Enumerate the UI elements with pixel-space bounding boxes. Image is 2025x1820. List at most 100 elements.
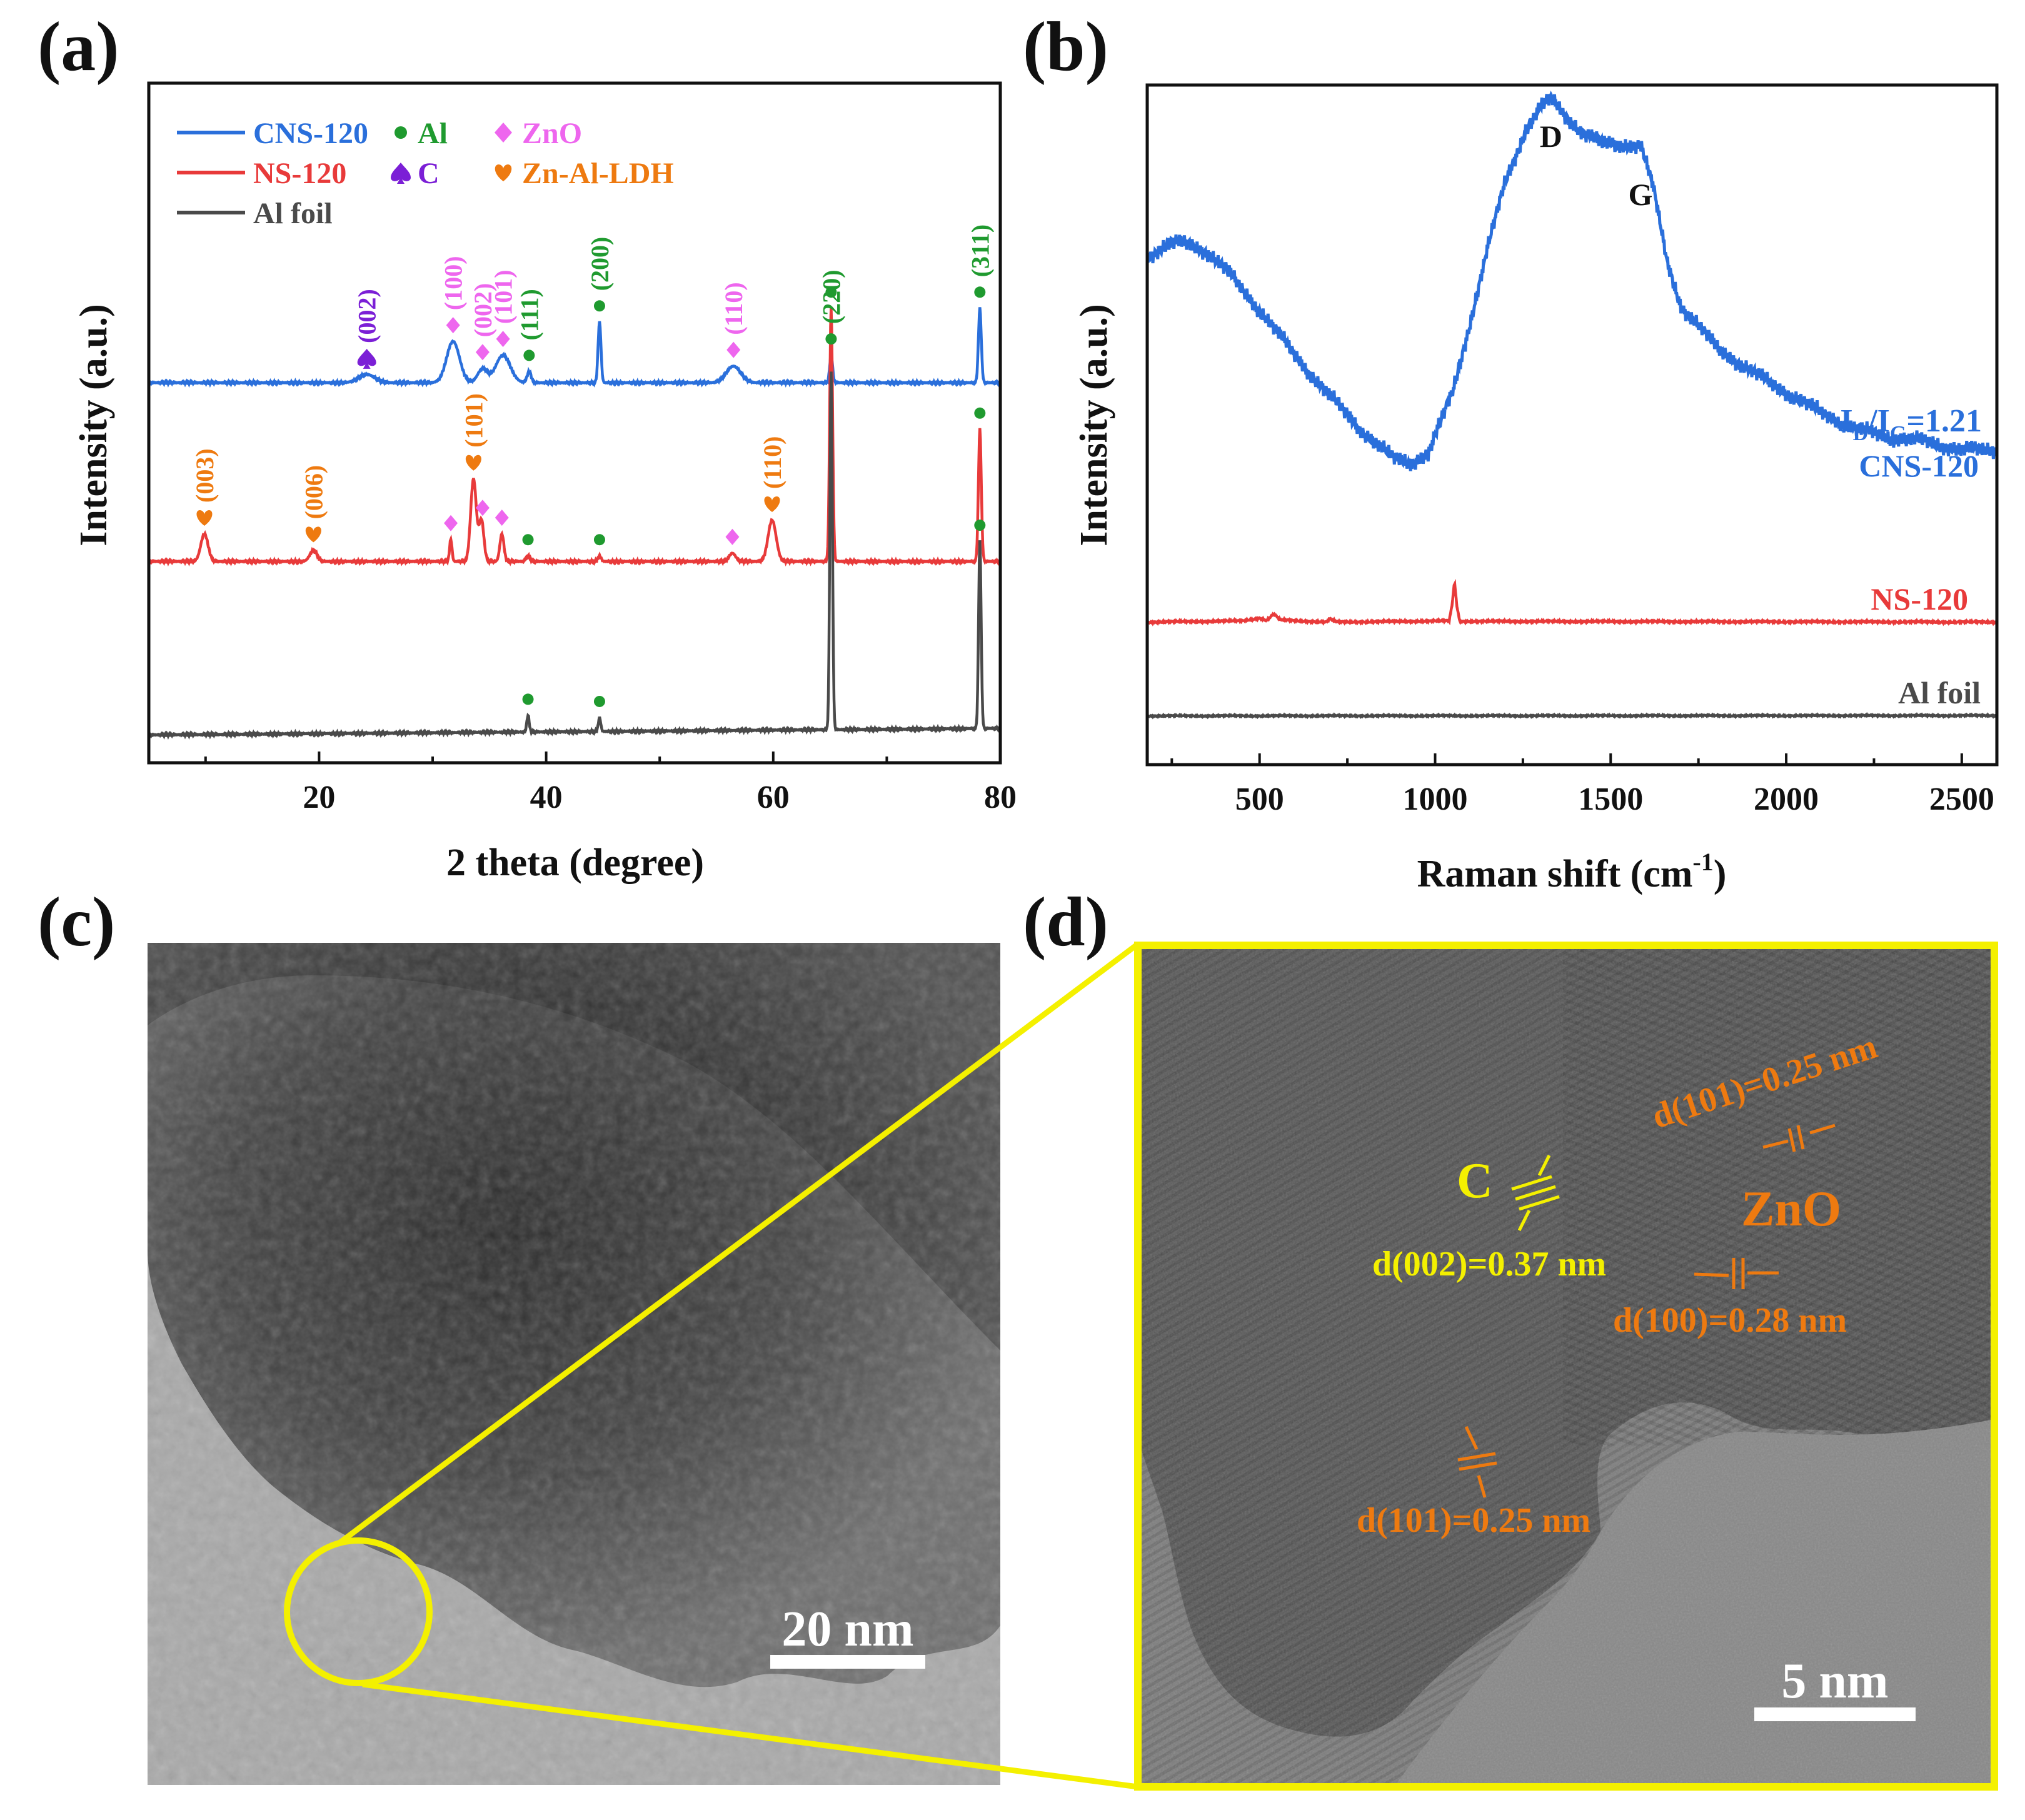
tem-d-frame <box>1134 942 1998 1791</box>
xrd-peak-label-cns-8: (311) <box>966 224 994 277</box>
xrd-x-tick-label-20: 20 <box>303 780 335 815</box>
raman-axes-frame <box>1145 83 1999 767</box>
xrd-peak-marker-cns-1 <box>446 317 460 334</box>
zoom-connector-bottom <box>362 1681 1138 1790</box>
xrd-series-al_foil <box>149 371 1000 740</box>
xrd-peak-label-ns-18: (110) <box>758 436 786 489</box>
xrd-peak-marker-cns-2 <box>475 344 490 361</box>
legend-c-spade-icon <box>391 163 411 184</box>
xrd-peak-marker-ns-17 <box>725 528 740 545</box>
xrd-peak-label-cns-6: (110) <box>720 282 748 334</box>
xrd-peak-marker-cns-0 <box>357 348 376 369</box>
xrd-peak-marker-ns-11 <box>444 515 458 531</box>
legend-label-cns: CNS-120 <box>253 117 368 150</box>
tem-d-texture <box>1138 945 1994 1787</box>
xrd-peak-marker-al_foil-23 <box>974 520 986 531</box>
tem-d-phase-c: C <box>1457 1154 1493 1209</box>
raman-g-band-label: G <box>1629 177 1653 212</box>
tem-c-zoom-circle <box>284 1537 433 1686</box>
panel-label-a: (a) <box>38 8 119 86</box>
xrd-series-ns <box>149 308 1000 567</box>
xrd-peak-marker-cns-8 <box>974 286 986 298</box>
raman-series-cns <box>1147 90 1997 471</box>
xrd-y-axis-label: Intensity (a.u.) <box>73 304 115 546</box>
tem-d-scale-label: 5 nm <box>1781 1654 1888 1709</box>
tem-d-zno100-marker <box>1694 1258 1779 1289</box>
legend-ldh-heart-icon <box>495 164 512 181</box>
xrd-peak-marker-ns-13 <box>475 500 490 516</box>
xrd-peak-label-cns-4: (111) <box>515 289 543 340</box>
xrd-peak-label-ns-12: (101) <box>460 393 488 448</box>
xrd-peak-marker-ns-15 <box>522 534 534 546</box>
legend-al-dot-icon <box>394 126 407 139</box>
xrd-peak-marker-cns-4 <box>523 349 535 361</box>
panel-label-b: (b) <box>1023 8 1108 86</box>
raman-d-band-label: D <box>1540 119 1562 154</box>
xrd-peak-label-cns-2: (002) <box>469 283 497 338</box>
raman-y-axis-label: Intensity (a.u.) <box>1073 304 1115 546</box>
xrd-peak-marker-cns-3 <box>496 331 510 348</box>
xrd-peak-label-ns-9: (003) <box>191 448 219 503</box>
legend-label-ldh: Zn-Al-LDH <box>522 157 674 190</box>
xrd-chart: (002)(100)(002)(101)(111)(200)(110)(220)… <box>73 81 1017 884</box>
xrd-peak-marker-ns-16 <box>593 534 605 546</box>
xrd-series-cns <box>149 307 1000 388</box>
xrd-axes-frame <box>147 81 1002 765</box>
tem-d-c002-spacing: d(002)=0.37 nm <box>1372 1245 1606 1284</box>
tem-image-d: C d(002)=0.37 nm ZnO d(101)=0.25 nm d(10… <box>1134 942 1998 1791</box>
raman-label-ns: NS-120 <box>1871 581 1968 616</box>
xrd-peak-marker-al_foil-21 <box>522 693 534 705</box>
tem-d-zno100-spacing: d(100)=0.28 nm <box>1613 1301 1847 1340</box>
xrd-peak-label-cns-3: (101) <box>490 269 518 324</box>
xrd-x-axis-label: 2 theta (degree) <box>446 842 704 884</box>
tem-d-zno101-bottom-spacing: d(101)=0.25 nm <box>1357 1501 1590 1540</box>
tem-d-zno101-top-marker <box>1762 1124 1836 1152</box>
xrd-peak-marker-ns-18 <box>764 496 780 512</box>
tem-d-zno101-bottom-marker <box>1457 1425 1497 1498</box>
xrd-peak-marker-al_foil-22 <box>593 695 605 707</box>
xrd-peak-label-ns-10: (006) <box>299 465 328 520</box>
xrd-peak-marker-cns-6 <box>726 341 741 358</box>
raman-id-ig-ratio: ID/IG=1.21 <box>1840 403 1982 445</box>
raman-x-axis-label: Raman shift (cm-1) <box>1417 848 1727 895</box>
xrd-x-tick-label-80: 80 <box>984 780 1017 815</box>
xrd-peak-marker-ns-14 <box>495 510 509 526</box>
legend-label-zno: ZnO <box>522 117 582 150</box>
xrd-peak-marker-cns-5 <box>593 300 605 312</box>
raman-x-tick-label-2500: 2500 <box>1929 782 1994 817</box>
raman-x-tick-label-1500: 1500 <box>1578 782 1643 817</box>
xrd-x-tick-label-40: 40 <box>530 780 563 815</box>
panel-label-d: (d) <box>1023 883 1108 961</box>
xrd-peak-label-cns-1: (100) <box>440 256 468 310</box>
xrd-peak-marker-ns-12 <box>465 455 481 471</box>
xrd-peak-marker-ns-9 <box>196 510 213 526</box>
raman-x-tick-label-1000: 1000 <box>1402 782 1467 817</box>
tem-c-scale-label: 20 nm <box>781 1602 913 1657</box>
raman-series-al_foil <box>1147 711 1997 720</box>
xrd-plot-area: (002)(100)(002)(101)(111)(200)(110)(220)… <box>149 224 1000 740</box>
xrd-peak-marker-ns-20 <box>974 407 986 419</box>
legend-label-al: Al <box>418 117 448 150</box>
xrd-peak-label-cns-5: (200) <box>586 237 614 291</box>
legend-zno-diamond-icon <box>495 123 512 143</box>
raman-series-ns <box>1147 578 1997 626</box>
xrd-x-tick-label-60: 60 <box>757 780 790 815</box>
xrd-peak-marker-ns-10 <box>305 526 321 543</box>
raman-label-al-foil: Al foil <box>1898 675 1981 710</box>
xrd-legend: CNS-120 NS-120 Al foil Al C ZnO Zn-Al-LD… <box>177 117 674 230</box>
legend-label-ns: NS-120 <box>253 157 346 190</box>
zoom-connector-top <box>336 942 1140 1547</box>
raman-plot-area <box>1147 90 1997 720</box>
tem-d-c-fringe-marker <box>1511 1154 1560 1232</box>
xrd-peak-label-cns-0: (002) <box>353 289 381 343</box>
raman-chart: 500 1000 1500 2000 2500 Raman shift (cm-1) I… <box>1073 83 1999 895</box>
legend-label-al-foil: Al foil <box>253 197 333 230</box>
xrd-peak-marker-cns-7 <box>825 333 837 345</box>
panel-label-c: (c) <box>38 883 115 961</box>
tem-d-phase-zno: ZnO <box>1741 1182 1841 1237</box>
raman-x-tick-label-500: 500 <box>1235 782 1284 817</box>
legend-label-c: C <box>418 157 440 190</box>
xrd-peak-marker-ns-19 <box>825 286 837 298</box>
raman-label-cns: CNS-120 <box>1859 448 1979 483</box>
